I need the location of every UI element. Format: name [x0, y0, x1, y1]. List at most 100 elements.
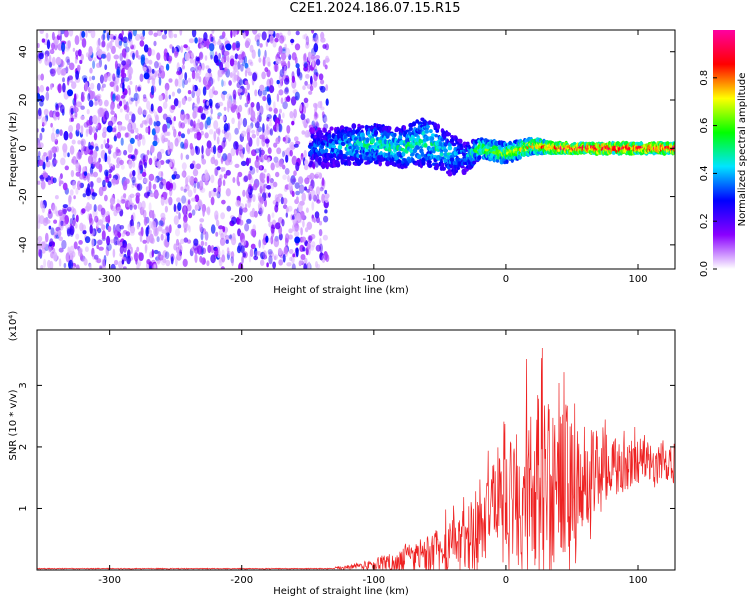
heatmap-cell [37, 142, 42, 150]
heatmap-cell [101, 53, 106, 59]
heatmap-cell [268, 85, 275, 94]
heatmap-cell [183, 205, 187, 215]
heatmap-cell [208, 190, 212, 199]
heatmap-cell [217, 115, 221, 120]
heatmap-cell [295, 161, 300, 172]
heatmap-cell [220, 157, 224, 163]
heatmap-cell [81, 91, 85, 96]
colorbar-tick-label: 0.6 [699, 118, 710, 134]
heatmap-cell [128, 111, 133, 116]
heatmap-cell [293, 143, 299, 148]
heatmap-cell [266, 175, 270, 184]
heatmap-cell [90, 82, 95, 90]
heatmap-cell [312, 80, 318, 88]
heatmap-cell [256, 39, 260, 47]
heatmap-cell [131, 113, 136, 123]
heatmap-cell [72, 47, 76, 52]
heatmap-cell [263, 173, 266, 179]
heatmap-cell [84, 236, 91, 244]
heatmap-cell [235, 200, 241, 207]
heatmap-cell [267, 238, 272, 244]
heatmap-cell [87, 155, 94, 165]
heatmap-cell [125, 231, 130, 237]
heatmap-cell [419, 139, 424, 144]
y-tick-label: 1 [18, 505, 29, 511]
heatmap-cell [114, 60, 118, 70]
heatmap-cell [408, 127, 413, 131]
heatmap-cell [132, 30, 137, 37]
heatmap-cell [242, 207, 248, 213]
heatmap-cell [258, 112, 262, 123]
heatmap-cell [169, 104, 175, 114]
heatmap-cell [161, 134, 166, 144]
heatmap-cell [79, 173, 85, 180]
heatmap-cell [275, 32, 280, 39]
heatmap-cell [198, 51, 204, 60]
heatmap-cell [305, 41, 310, 49]
heatmap-cell [216, 40, 222, 46]
heatmap-frame [36, 29, 676, 270]
heatmap-cell [174, 137, 179, 147]
heatmap-cell [159, 148, 165, 154]
heatmap-cell [104, 152, 108, 163]
heatmap-cell [95, 122, 99, 130]
heatmap-cell [447, 172, 453, 177]
heatmap-cell [298, 186, 305, 191]
heatmap-cell [276, 79, 280, 85]
heatmap-cell [121, 126, 127, 131]
heatmap-cell [51, 42, 55, 50]
heatmap-cell [148, 261, 153, 267]
heatmap-cell [307, 191, 312, 201]
heatmap-cell [232, 42, 237, 51]
x-tick-label: -200 [230, 575, 253, 586]
heatmap-cell [65, 223, 70, 230]
heatmap-cell [249, 210, 255, 218]
heatmap-cell [96, 62, 101, 68]
heatmap-cell [162, 123, 168, 134]
heatmap-cell [96, 244, 99, 250]
heatmap-cell [278, 233, 283, 241]
heatmap-cell [92, 114, 98, 125]
heatmap-cell [175, 246, 180, 254]
heatmap-cell [460, 165, 465, 169]
heatmap-cell [101, 258, 106, 268]
heatmap-cell [58, 221, 64, 231]
heatmap-cell [170, 256, 174, 265]
heatmap-cell [129, 193, 135, 198]
heatmap-cell [126, 255, 131, 265]
heatmap-cell [128, 132, 132, 142]
heatmap-cell [101, 86, 104, 92]
heatmap-cell [246, 218, 252, 224]
heatmap-cell [262, 95, 267, 102]
heatmap-cell [321, 177, 325, 187]
heatmap-cell [301, 130, 306, 135]
heatmap-cell [249, 44, 254, 53]
heatmap-cell [247, 200, 251, 208]
heatmap-cell [198, 180, 204, 191]
heatmap-cell [242, 32, 247, 39]
heatmap-cell [165, 63, 170, 71]
heatmap-cell [416, 146, 421, 150]
heatmap-cell [153, 264, 157, 269]
heatmap-cell [87, 30, 92, 34]
heatmap-cell [97, 227, 102, 234]
heatmap-cell [178, 212, 181, 220]
heatmap-cell [210, 245, 215, 254]
heatmap-cell [122, 266, 127, 269]
heatmap-cell [321, 193, 325, 204]
heatmap-cell [85, 30, 88, 38]
heatmap-cell [116, 131, 122, 139]
heatmap-cell [306, 118, 310, 124]
heatmap-cell [157, 73, 161, 79]
heatmap-cell [324, 148, 329, 154]
heatmap-cell [204, 55, 208, 61]
heatmap-cell [273, 255, 277, 261]
heatmap-cell [292, 253, 296, 258]
heatmap-cell [75, 214, 79, 223]
heatmap-cell [73, 93, 77, 103]
heatmap-cell [472, 160, 477, 165]
heatmap-cell [209, 49, 215, 59]
heatmap-cell [238, 214, 242, 219]
y-tick-label: 3 [18, 382, 29, 388]
heatmap-cell [239, 219, 244, 226]
